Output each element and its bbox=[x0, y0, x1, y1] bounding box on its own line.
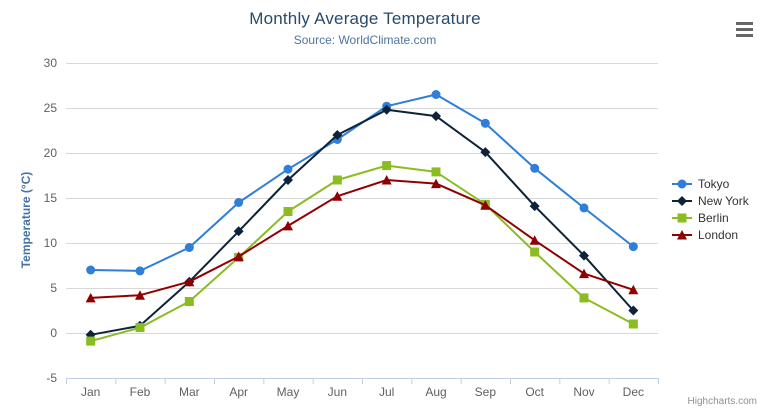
legend-label: New York bbox=[698, 193, 749, 208]
y-axis-tick-label: 15 bbox=[44, 191, 58, 205]
series-new-york[interactable] bbox=[85, 104, 639, 340]
legend-circle-icon bbox=[672, 179, 692, 188]
legend-label: Tokyo bbox=[698, 176, 730, 191]
legend: Tokyo New York Berlin London bbox=[671, 175, 749, 243]
legend-square-icon bbox=[672, 213, 692, 222]
legend-item-new-york[interactable]: New York bbox=[671, 192, 749, 209]
legend-label: London bbox=[698, 227, 739, 242]
y-axis-tick-label: 10 bbox=[44, 236, 58, 250]
chart-title: Monthly Average Temperature bbox=[249, 9, 481, 28]
legend-diamond-icon bbox=[672, 195, 692, 206]
y-axis-tick-label: 0 bbox=[50, 326, 57, 340]
x-axis-tick-label: Apr bbox=[229, 385, 248, 399]
legend-triangle-icon bbox=[672, 229, 692, 239]
x-axis-tick-label: Jan bbox=[81, 385, 100, 399]
y-axis-tick-label: 20 bbox=[44, 146, 58, 160]
x-axis-tick-label: Sep bbox=[475, 385, 497, 399]
legend-item-berlin[interactable]: Berlin bbox=[671, 209, 749, 226]
chart-subtitle: Source: WorldClimate.com bbox=[293, 33, 437, 47]
y-axis-tick-label: 5 bbox=[50, 281, 57, 295]
legend-item-tokyo[interactable]: Tokyo bbox=[671, 175, 749, 192]
hamburger-icon bbox=[736, 21, 754, 37]
series-berlin[interactable] bbox=[86, 161, 638, 346]
x-axis-tick-label: Jul bbox=[379, 385, 394, 399]
export-menu-button[interactable] bbox=[733, 18, 757, 40]
x-axis-tick-label: Oct bbox=[525, 385, 544, 399]
x-axis-tick-label: Jun bbox=[328, 385, 347, 399]
legend-item-london[interactable]: London bbox=[671, 226, 749, 243]
x-axis-tick-label: May bbox=[277, 385, 300, 399]
x-axis-tick-label: Aug bbox=[425, 385, 446, 399]
y-axis-tick-label: 30 bbox=[44, 56, 58, 70]
y-axis-title: Temperature (°C) bbox=[19, 171, 33, 269]
series-tokyo[interactable] bbox=[86, 90, 638, 276]
x-axis-tick-label: Dec bbox=[623, 385, 644, 399]
y-axis-tick-label: 25 bbox=[44, 101, 58, 115]
legend-label: Berlin bbox=[698, 210, 729, 225]
x-axis-tick-label: Feb bbox=[130, 385, 151, 399]
x-axis-tick-label: Nov bbox=[573, 385, 594, 399]
series-london[interactable] bbox=[85, 175, 639, 303]
x-axis-tick-label: Mar bbox=[179, 385, 200, 399]
y-axis-tick-label: -5 bbox=[46, 371, 57, 385]
credits-link[interactable]: Highcharts.com bbox=[687, 396, 757, 407]
